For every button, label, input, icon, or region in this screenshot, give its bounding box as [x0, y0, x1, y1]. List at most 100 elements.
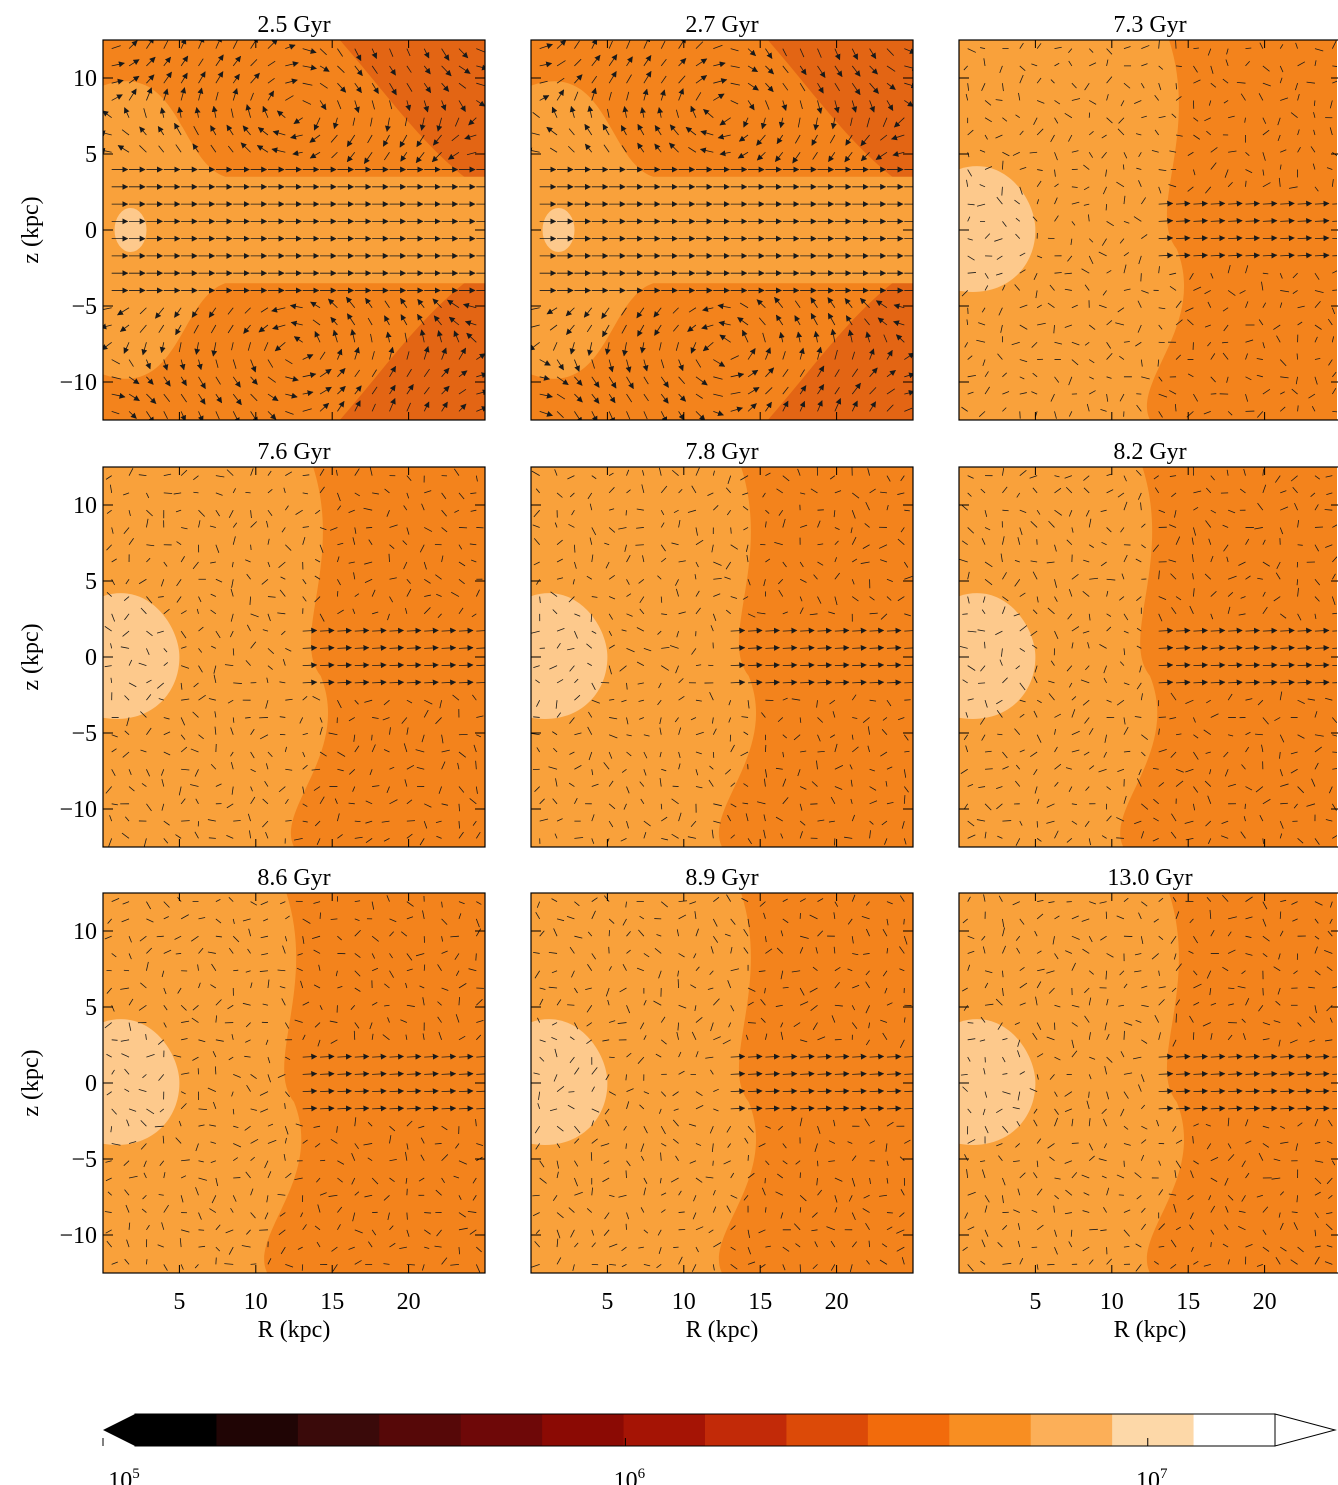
velocity-arrow [1245, 252, 1261, 259]
velocity-arrow [250, 1263, 257, 1265]
velocity-arrow [1117, 307, 1125, 313]
velocity-arrow [423, 401, 430, 412]
velocity-arrow [233, 969, 239, 972]
velocity-arrow [1193, 65, 1198, 73]
velocity-arrow [1141, 234, 1148, 239]
velocity-arrow [1280, 290, 1290, 293]
velocity-arrow [657, 107, 664, 118]
velocity-arrow [145, 359, 151, 370]
velocity-arrow [111, 359, 121, 365]
velocity-arrow [227, 699, 234, 704]
velocity-arrow [458, 403, 467, 412]
velocity-arrow [695, 359, 702, 368]
velocity-arrow [799, 385, 807, 395]
velocity-arrow [1019, 252, 1026, 257]
velocity-arrow [193, 475, 199, 481]
velocity-arrow [966, 179, 969, 187]
velocity-arrow [546, 126, 558, 136]
velocity-arrow [354, 400, 361, 412]
velocity-arrow [1088, 152, 1094, 158]
velocity-arrow [1049, 284, 1055, 291]
velocity-arrow [984, 233, 991, 239]
velocity-arrow [111, 734, 118, 738]
velocity-arrow [174, 122, 182, 136]
velocity-arrow [1329, 100, 1333, 109]
velocity-arrow [177, 106, 184, 118]
velocity-arrow [1141, 115, 1147, 119]
colorbar-level [1193, 1414, 1276, 1446]
velocity-arrow [1297, 305, 1305, 309]
velocity-arrow [1071, 304, 1078, 309]
velocity-arrow [302, 372, 317, 379]
velocity-arrow [742, 329, 749, 343]
velocity-arrow [213, 674, 217, 683]
velocity-arrow [1019, 130, 1024, 136]
velocity-arrow [844, 152, 853, 163]
velocity-arrow [608, 411, 615, 420]
velocity-arrow [124, 730, 130, 736]
velocity-arrow [967, 272, 976, 274]
velocity-arrow [1105, 169, 1107, 177]
velocity-arrow [458, 48, 469, 59]
velocity-arrow [904, 407, 913, 412]
velocity-arrow [181, 665, 190, 669]
x-tick-label: 5 [1029, 1289, 1041, 1315]
velocity-arrow [730, 355, 739, 360]
velocity-arrow [747, 82, 759, 91]
velocity-arrow [695, 58, 708, 67]
velocity-arrow [695, 41, 704, 49]
velocity-arrow [117, 307, 130, 316]
cool-region [339, 268, 485, 420]
velocity-arrow [1050, 134, 1055, 143]
velocity-arrow [1208, 100, 1212, 106]
panel-grid: 2.5 Gyr 10 5 0 −5 −10 z (kpc) 2.7 Gyr 7.3 Gyr 7.6… [18, 12, 1338, 1343]
velocity-arrow [354, 346, 360, 360]
velocity-arrow [319, 368, 332, 378]
velocity-arrow [1207, 342, 1212, 347]
colorbar-tick-label: 107 [1136, 1466, 1168, 1485]
velocity-arrow [539, 374, 551, 381]
velocity-arrow [1054, 197, 1058, 205]
velocity-arrow [195, 798, 199, 805]
velocity-arrow [1228, 200, 1243, 207]
velocity-arrow [602, 123, 610, 136]
velocity-arrow [886, 349, 893, 360]
velocity-arrow [389, 384, 396, 395]
velocity-arrow [347, 313, 356, 326]
velocity-arrow [128, 411, 137, 419]
velocity-arrow [765, 387, 773, 395]
velocity-arrow [886, 82, 896, 90]
velocity-arrow [1204, 117, 1211, 122]
velocity-arrow [1326, 167, 1333, 170]
velocity-arrow [569, 105, 576, 118]
velocity-arrow [1245, 301, 1249, 308]
velocity-arrow [346, 152, 356, 163]
velocity-arrow [211, 342, 218, 357]
velocity-arrow [1068, 376, 1073, 386]
velocity-arrow [245, 559, 251, 563]
velocity-arrow [877, 317, 888, 326]
velocity-arrow [208, 837, 216, 839]
velocity-arrow [1207, 48, 1212, 56]
velocity-arrow [1068, 411, 1073, 417]
velocity-arrow [215, 376, 221, 385]
velocity-arrow [622, 342, 628, 357]
velocity-arrow [584, 123, 593, 136]
velocity-arrow [180, 87, 187, 101]
velocity-arrow [198, 393, 206, 405]
y-axis-label: z (kpc) [18, 1049, 44, 1116]
velocity-arrow [1279, 77, 1283, 84]
velocity-arrow [198, 71, 206, 84]
velocity-arrow [231, 561, 234, 568]
velocity-arrow [984, 166, 993, 170]
velocity-arrow [1262, 65, 1270, 72]
velocity-arrow [984, 134, 988, 140]
velocity-arrow [146, 769, 151, 777]
velocity-arrow [1245, 47, 1252, 50]
velocity-arrow [765, 367, 775, 378]
velocity-arrow [1089, 359, 1095, 364]
velocity-arrow [591, 376, 600, 388]
velocity-arrow [1168, 184, 1177, 188]
velocity-arrow [539, 95, 550, 101]
velocity-arrow [1332, 371, 1337, 378]
